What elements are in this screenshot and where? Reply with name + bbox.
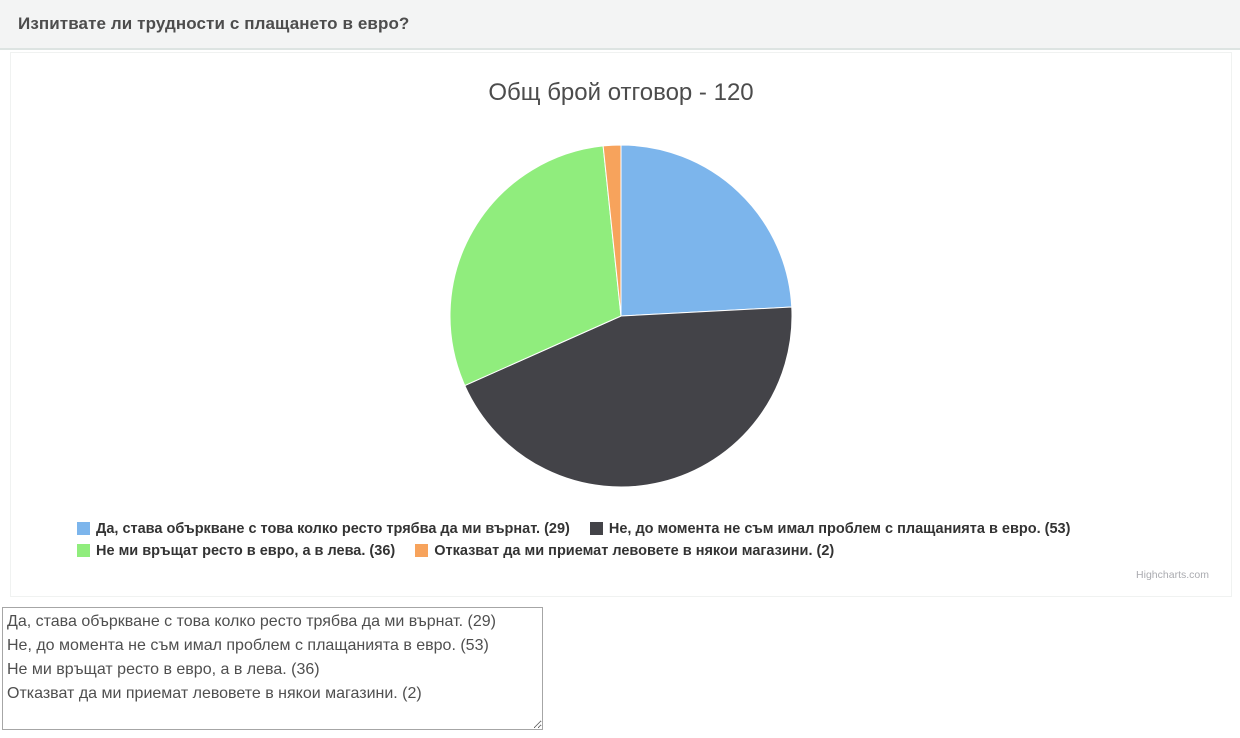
chart-panel: Общ брой отговор - 120 Да, става обърква… — [10, 52, 1232, 597]
legend-item-2[interactable]: Не, до момента не съм имал проблем с пла… — [589, 520, 1071, 537]
pie-slice-1[interactable] — [620, 144, 793, 317]
highcharts-credit-link[interactable]: Highcharts.com — [1136, 569, 1209, 581]
pie-chart-area — [448, 143, 794, 489]
pie-slice-4[interactable] — [602, 144, 622, 317]
pie-slice-2[interactable] — [464, 306, 793, 488]
legend-item-1[interactable]: Да, става объркване с това колко ресто т… — [77, 520, 570, 537]
legend-label-2: Не, до момента не съм имал проблем с пла… — [608, 520, 1071, 537]
legend-label-4: Отказват да ми приемат левовете в някои … — [434, 542, 835, 559]
legend-swatch-orange — [415, 544, 429, 557]
legend-item-3[interactable]: Не ми връщат ресто в евро, а в лева. (36… — [77, 542, 396, 559]
answers-textarea[interactable]: Да, става объркване с това колко ресто т… — [2, 607, 543, 730]
legend-swatch-blue — [77, 522, 90, 535]
legend-swatch-dark — [589, 522, 603, 535]
legend-label-1: Да, става объркване с това колко ресто т… — [96, 520, 570, 537]
legend-swatch-green — [77, 544, 90, 557]
legend-item-4[interactable]: Отказват да ми приемат левовете в някои … — [415, 542, 835, 559]
question-title: Изпитвате ли трудности с плащането в евр… — [18, 14, 410, 33]
pie-slice-3[interactable] — [449, 145, 622, 387]
legend-label-3: Не ми връщат ресто в евро, а в лева. (36… — [96, 542, 396, 559]
pie-chart — [449, 144, 793, 488]
chart-title: Общ брой отговор - 120 — [488, 79, 754, 106]
question-header-bar: Изпитвате ли трудности с плащането в евр… — [0, 0, 1240, 50]
chart-legend: Да, става объркване с това колко ресто т… — [77, 521, 1172, 565]
